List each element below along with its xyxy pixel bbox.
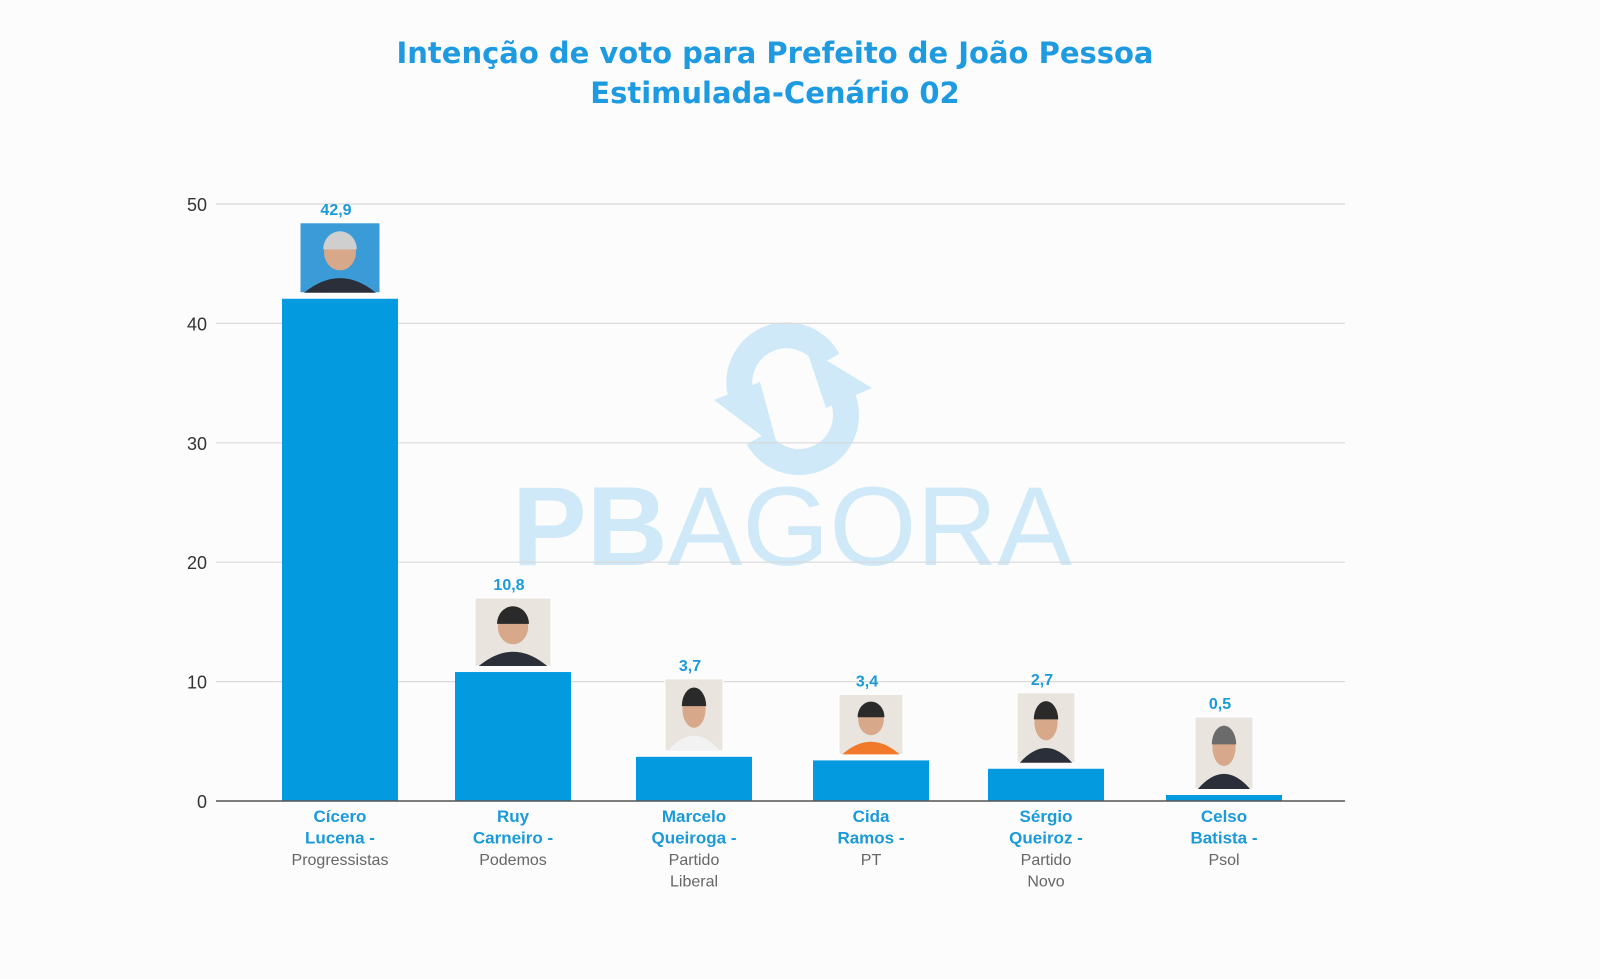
party-label: PT [861,852,882,869]
x-tick-label: Batista - [1190,829,1257,848]
candidate-photo-cida-ramos [838,693,904,755]
bars [282,298,1282,801]
party-label: Novo [1027,874,1064,891]
bar [282,298,398,801]
y-tick-label: 50 [187,195,207,215]
y-tick-label: 0 [197,792,207,812]
watermark-pbagora: PBAGORA [512,322,1072,589]
party-label: Psol [1208,852,1239,869]
bar [636,756,752,801]
x-tick-label: Sérgio [1020,807,1073,826]
candidate-photo-sergio-queiroz [1016,692,1076,764]
party-label: Progressistas [292,852,389,869]
y-tick-label: 40 [187,314,207,334]
bar [988,768,1104,801]
party-label: Liberal [670,874,718,891]
value-label: 10,8 [493,577,524,594]
x-tick-label: Queiroga - [651,829,736,848]
x-axis-labels: Cícero Lucena - Progressistas Ruy Carneiro -… [292,807,1258,891]
y-axis-ticks: 0 10 20 30 40 50 [187,195,207,812]
x-tick-label: Carneiro - [473,829,553,848]
bar [1166,795,1282,801]
value-label: 42,9 [320,202,351,219]
value-label: 2,7 [1031,672,1053,689]
gridlines [216,203,1345,683]
x-tick-label: Celso [1201,807,1247,826]
value-label: 0,5 [1209,696,1231,713]
chart-title: Intenção de voto para Prefeito de João P… [396,36,1154,70]
refresh-cycle-icon [714,322,872,475]
value-labels: 42,9 10,8 3,7 3,4 2,7 0,5 [320,202,1231,713]
x-tick-label: Cícero [314,807,367,826]
party-label: Podemos [479,852,547,869]
x-tick-label: Marcelo [662,807,726,826]
y-tick-label: 30 [187,434,207,454]
x-tick-label: Ramos - [837,829,904,848]
candidate-photo-celso-batista [1194,716,1254,790]
y-tick-label: 10 [187,673,207,693]
bar [455,672,571,801]
candidate-photos [299,222,1254,790]
watermark-text: PBAGORA [512,464,1072,589]
x-tick-label: Queiroz - [1009,829,1083,848]
party-label: Partido [1021,852,1072,869]
candidate-photo-ruy-carneiro [474,597,552,667]
bar [813,760,929,801]
chart-subtitle: Estimulada-Cenário 02 [590,76,960,110]
x-tick-label: Cida [853,807,890,826]
y-tick-label: 20 [187,553,207,573]
party-label: Partido [669,852,720,869]
candidate-photo-cicero-lucena [299,222,381,294]
value-label: 3,4 [856,673,878,690]
candidate-photo-marcelo-queiroga [664,678,724,752]
x-tick-label: Ruy [497,807,530,826]
value-label: 3,7 [679,658,701,675]
x-tick-label: Lucena - [305,829,375,848]
